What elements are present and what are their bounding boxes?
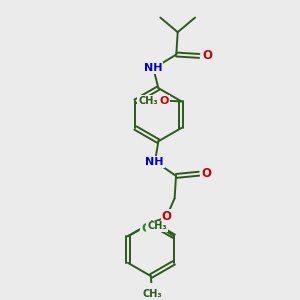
Text: O: O xyxy=(162,210,172,223)
Text: CH₃: CH₃ xyxy=(142,289,162,299)
Text: O: O xyxy=(160,96,169,106)
Text: NH: NH xyxy=(145,157,164,167)
Text: CH₃: CH₃ xyxy=(147,221,167,231)
Text: NH: NH xyxy=(143,63,162,73)
Text: O: O xyxy=(202,50,212,62)
Text: CH₃: CH₃ xyxy=(138,96,158,106)
Text: Cl: Cl xyxy=(141,222,154,235)
Text: O: O xyxy=(202,167,212,180)
